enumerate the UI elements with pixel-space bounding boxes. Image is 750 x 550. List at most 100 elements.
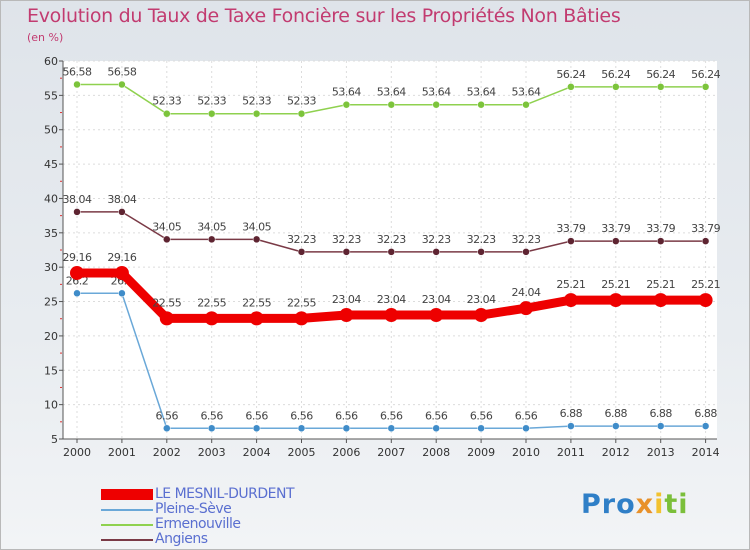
data-point-angiens <box>342 248 351 256</box>
y-tick-label: 60 <box>44 55 58 68</box>
data-label-pleine-s-ve: 6.56 <box>515 409 538 422</box>
x-tick-label: 2003 <box>198 446 226 459</box>
data-point-angiens <box>432 248 440 256</box>
data-point-le-mesnil-durdent <box>519 301 533 316</box>
legend-label: LE MESNIL-DURDENT <box>155 486 295 502</box>
data-label-le-mesnil-durdent: 25.21 <box>691 278 720 291</box>
data-point-angiens <box>163 235 171 244</box>
y-tick-label: 50 <box>44 124 58 137</box>
y-tick-label: 15 <box>44 364 58 377</box>
data-label-ermenouville: 53.64 <box>512 86 541 99</box>
legend-label: Pleine-Sève <box>155 501 232 517</box>
data-label-angiens: 33.79 <box>691 222 720 235</box>
data-label-ermenouville: 56.24 <box>691 68 720 81</box>
data-label-ermenouville: 56.24 <box>646 68 675 81</box>
x-tick-label: 2004 <box>243 446 271 459</box>
x-tick-label: 2001 <box>108 446 136 459</box>
data-label-ermenouville: 53.64 <box>332 86 361 99</box>
data-label-ermenouville: 53.64 <box>377 86 406 99</box>
data-label-angiens: 32.23 <box>287 233 316 246</box>
data-point-angiens <box>207 235 216 244</box>
proxiti-logo: Proxiti <box>581 489 689 520</box>
data-point-ermenouville <box>163 109 171 118</box>
y-tick-label: 40 <box>44 192 58 205</box>
x-tick-label: 2011 <box>557 446 585 459</box>
y-tick-label: 20 <box>44 330 58 343</box>
data-point-angiens <box>252 235 261 244</box>
data-label-pleine-s-ve: 6.88 <box>649 407 672 420</box>
data-point-pleine-s-ve <box>118 289 126 298</box>
data-point-pleine-s-ve <box>567 422 575 430</box>
data-point-ermenouville <box>118 80 126 89</box>
data-point-le-mesnil-durdent <box>608 293 623 308</box>
data-point-le-mesnil-durdent <box>563 293 578 308</box>
data-label-le-mesnil-durdent: 24.04 <box>512 286 541 299</box>
data-point-pleine-s-ve <box>297 424 306 433</box>
data-label-pleine-s-ve: 6.88 <box>560 407 583 420</box>
data-point-pleine-s-ve <box>432 424 440 433</box>
x-tick-label: 2002 <box>153 446 181 459</box>
data-label-ermenouville: 52.33 <box>197 95 226 108</box>
data-point-ermenouville <box>342 100 351 109</box>
data-point-ermenouville <box>297 109 306 118</box>
legend-label: Ermenouville <box>155 516 241 532</box>
data-point-angiens <box>656 237 665 245</box>
data-point-le-mesnil-durdent <box>249 311 264 326</box>
data-label-angiens: 32.23 <box>422 233 451 246</box>
y-tick-label: 10 <box>44 399 58 412</box>
data-label-pleine-s-ve: 6.88 <box>605 407 628 420</box>
data-label-angiens: 33.79 <box>601 222 630 235</box>
x-tick-label: 2005 <box>288 446 316 459</box>
x-tick-label: 2007 <box>377 446 405 459</box>
data-label-angiens: 34.05 <box>152 220 181 233</box>
data-label-le-mesnil-durdent: 23.04 <box>422 293 451 306</box>
data-point-le-mesnil-durdent <box>204 311 219 326</box>
data-label-angiens: 32.23 <box>332 233 361 246</box>
data-label-pleine-s-ve: 6.56 <box>245 409 268 422</box>
data-label-le-mesnil-durdent: 29.16 <box>107 251 136 264</box>
data-label-angiens: 38.04 <box>63 193 92 206</box>
data-point-pleine-s-ve <box>73 289 81 298</box>
data-point-angiens <box>612 237 620 245</box>
x-tick-label: 2010 <box>512 446 540 459</box>
data-label-le-mesnil-durdent: 22.55 <box>287 296 316 309</box>
data-label-le-mesnil-durdent: 25.21 <box>601 278 630 291</box>
data-point-pleine-s-ve <box>701 422 710 430</box>
data-label-le-mesnil-durdent: 29.16 <box>63 251 92 264</box>
data-label-pleine-s-ve: 6.56 <box>425 409 448 422</box>
data-point-ermenouville <box>522 100 530 109</box>
data-point-le-mesnil-durdent <box>474 308 489 323</box>
data-label-le-mesnil-durdent: 23.04 <box>332 293 361 306</box>
data-label-pleine-s-ve: 6.88 <box>694 407 717 420</box>
data-label-pleine-s-ve: 6.56 <box>470 409 493 422</box>
data-label-angiens: 34.05 <box>242 220 271 233</box>
chart-title: Evolution du Taux de Taxe Foncière sur l… <box>27 5 621 27</box>
data-point-ermenouville <box>387 100 396 109</box>
x-tick-label: 2008 <box>422 446 450 459</box>
data-label-le-mesnil-durdent: 25.21 <box>556 278 585 291</box>
data-point-ermenouville <box>207 109 216 118</box>
data-point-ermenouville <box>567 83 575 91</box>
chart-subtitle: (en %) <box>27 31 64 44</box>
data-label-ermenouville: 52.33 <box>242 95 271 108</box>
data-point-angiens <box>567 237 575 245</box>
data-point-le-mesnil-durdent <box>339 308 354 323</box>
data-label-le-mesnil-durdent: 25.21 <box>646 278 675 291</box>
y-tick-label: 55 <box>44 89 58 102</box>
data-label-le-mesnil-durdent: 22.55 <box>152 296 181 309</box>
y-tick-label: 45 <box>44 158 58 171</box>
x-tick-label: 2009 <box>467 446 495 459</box>
data-label-le-mesnil-durdent: 22.55 <box>197 296 226 309</box>
data-point-pleine-s-ve <box>612 422 620 430</box>
data-point-pleine-s-ve <box>387 424 396 433</box>
x-tick-label: 2014 <box>692 446 720 459</box>
data-point-le-mesnil-durdent <box>653 293 668 308</box>
data-point-ermenouville <box>477 100 485 109</box>
data-point-angiens <box>73 208 81 216</box>
data-label-angiens: 33.79 <box>556 222 585 235</box>
data-label-ermenouville: 53.64 <box>467 86 496 99</box>
legend-swatch <box>101 539 153 541</box>
data-point-angiens <box>297 248 306 256</box>
data-label-angiens: 38.04 <box>107 193 136 206</box>
